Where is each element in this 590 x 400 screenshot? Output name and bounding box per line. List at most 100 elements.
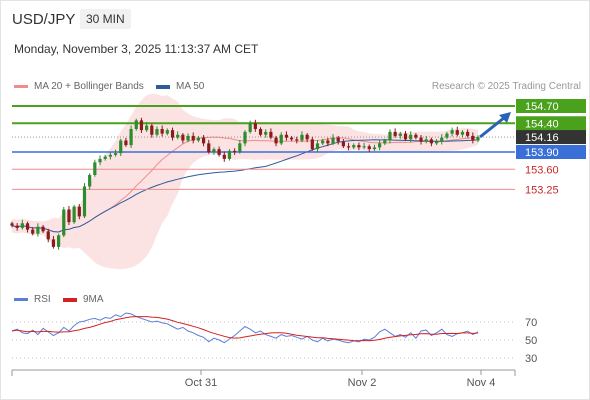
candle-body <box>82 186 87 217</box>
rsi-level-label: 30 <box>525 353 537 365</box>
candle-body <box>103 156 107 159</box>
projection-arrow <box>479 114 508 139</box>
legend-ma20: MA 20 + Bollinger Bands <box>14 81 144 92</box>
x-tick-label: Nov 2 <box>348 377 377 389</box>
candle-body <box>315 143 320 150</box>
candle-body <box>165 130 169 134</box>
ma9-swatch <box>63 297 77 302</box>
candle-body <box>284 134 289 138</box>
level-label-2: 154.16 <box>525 132 559 144</box>
candle-body <box>67 209 71 223</box>
candle-body <box>476 137 480 141</box>
candle-body <box>295 139 299 141</box>
rsi-swatch <box>14 298 28 301</box>
candle-body <box>305 134 309 140</box>
candle-body <box>88 175 92 187</box>
candle-body <box>77 206 81 217</box>
candle-body <box>434 141 439 144</box>
candle-body <box>269 131 273 138</box>
candle-body <box>207 143 211 152</box>
candle-body <box>258 129 263 135</box>
candle-body <box>290 137 294 140</box>
candle-body <box>352 145 356 148</box>
level-badge-resistance <box>516 116 586 131</box>
legend-ma50: MA 50 <box>156 81 204 92</box>
candle-body <box>466 131 470 136</box>
candle-body <box>108 154 112 157</box>
candle-body <box>41 226 45 232</box>
level-badge-resistance <box>516 99 586 113</box>
candle-body <box>393 131 397 136</box>
candle-body <box>170 130 175 138</box>
candle-body <box>383 140 387 144</box>
candle-body <box>300 134 304 141</box>
candle-body <box>212 149 216 152</box>
candle-body <box>227 150 232 159</box>
candle-body <box>419 137 423 142</box>
candle-body <box>274 137 278 144</box>
candle-body <box>424 139 428 142</box>
legend-rsi: RSI <box>14 294 51 305</box>
symbol-title: USD/JPY <box>12 11 76 28</box>
x-tick-label: Oct 31 <box>185 377 217 389</box>
candle-body <box>98 158 102 163</box>
candle-body <box>51 239 56 247</box>
candle-body <box>455 130 459 135</box>
candle-body <box>279 134 283 144</box>
candle-body <box>72 206 76 223</box>
level-badge-last <box>516 130 586 145</box>
ma50-swatch <box>156 84 170 89</box>
candle-body <box>429 139 433 144</box>
level-label-1: 154.40 <box>525 118 559 130</box>
candle-body <box>367 146 371 150</box>
candle-body <box>62 209 66 236</box>
candle-body <box>155 129 159 135</box>
candle-body <box>139 120 144 131</box>
ma9-label: 9MA <box>83 294 104 305</box>
candle-body <box>93 162 97 175</box>
candle-body <box>243 131 247 144</box>
candle-body <box>346 146 351 148</box>
candle-body <box>450 130 454 134</box>
candle-body <box>31 229 35 234</box>
candle-body <box>388 131 392 141</box>
credit-label: Research © 2025 Trading Central <box>431 81 581 92</box>
candle-body <box>372 147 377 150</box>
candle-body <box>233 150 237 152</box>
ma20-swatch <box>14 85 28 88</box>
x-tick-label: Nov 4 <box>467 377 496 389</box>
ma20-label: MA 20 + Bollinger Bands <box>34 81 144 92</box>
candle-body <box>253 123 257 129</box>
candle-body <box>264 131 268 135</box>
candle-body <box>20 223 24 228</box>
candle-body <box>248 123 252 132</box>
rsi-level-label: 70 <box>525 317 537 329</box>
candle-body <box>336 137 340 142</box>
candle-body <box>357 145 361 148</box>
candle-body <box>310 139 314 150</box>
candle-body <box>145 125 149 131</box>
candle-body <box>362 146 366 148</box>
candle-body <box>201 137 206 144</box>
ma50-label: MA 50 <box>176 81 205 92</box>
candle-body <box>10 223 14 226</box>
candle-body <box>238 143 242 152</box>
candle-body <box>378 143 382 148</box>
rsi-label: RSI <box>34 294 51 305</box>
candle-body <box>331 137 335 144</box>
candle-body <box>471 135 475 141</box>
interval-badge[interactable]: 30 MIN <box>80 9 131 29</box>
candle-body <box>134 120 138 129</box>
candle-body <box>191 135 195 141</box>
rsi-9ma-line <box>11 316 479 342</box>
candle-body <box>440 137 444 142</box>
candle-body <box>36 226 40 234</box>
candle-body <box>460 131 465 135</box>
bollinger-band <box>12 93 478 270</box>
candle-body <box>113 153 118 155</box>
candle-body <box>25 223 30 230</box>
candle-body <box>119 140 123 154</box>
candle-body <box>217 149 221 155</box>
level-badge-support <box>516 145 586 159</box>
candle-body <box>15 225 19 228</box>
